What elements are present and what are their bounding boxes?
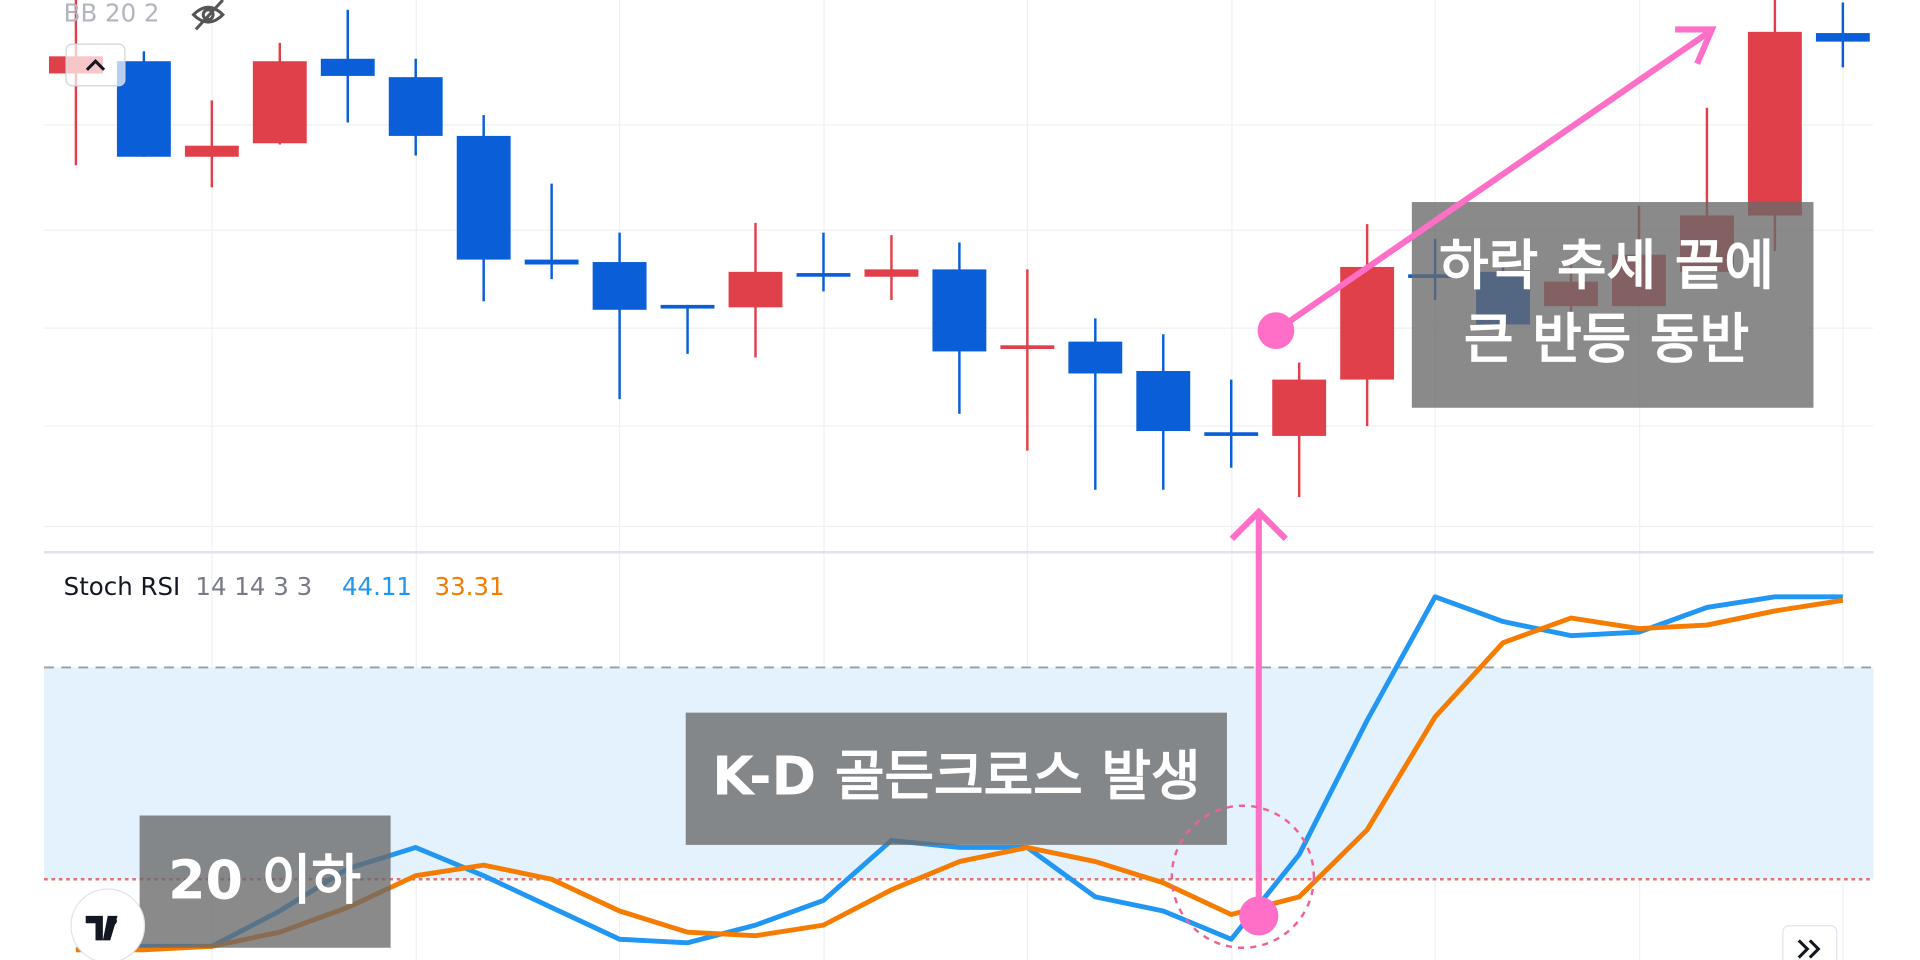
annotation-text: K-D 골든크로스 발생 (712, 745, 1200, 808)
candle-body (1340, 266, 1395, 380)
candle-body (320, 58, 375, 76)
candle-body (1204, 432, 1259, 436)
candle-body (592, 262, 647, 310)
indicator-params: 14 14 3 3 (195, 572, 312, 601)
collapse-button[interactable] (65, 43, 126, 87)
candle-body (932, 269, 987, 352)
annotation-below: 20 이하 (139, 815, 391, 948)
candle-body (1815, 33, 1870, 42)
candle-body (1000, 345, 1055, 349)
annotation-cross: K-D 골든크로스 발생 (685, 712, 1227, 845)
tv-logo[interactable] (70, 888, 146, 960)
annotation-text: 큰 반등 동반 (1464, 307, 1749, 370)
candle-body (864, 269, 919, 277)
indicator-name: Stoch RSI (64, 572, 181, 601)
candle-body (524, 259, 579, 265)
candle-body (1068, 341, 1123, 374)
candle-body (660, 304, 715, 309)
candle-body (116, 61, 171, 157)
candle-body (1136, 371, 1191, 432)
stoch-legend: Stoch RSI 14 14 3 3 44.11 33.31 (64, 572, 505, 601)
candle-body (456, 135, 511, 260)
hide-icon[interactable] (191, 0, 226, 31)
candle-body (1272, 379, 1327, 436)
d-value: 33.31 (435, 572, 505, 601)
scroll-button[interactable] (1782, 925, 1838, 960)
pink-markers (1170, 26, 1717, 949)
candle-body (728, 271, 783, 308)
candle-body (184, 145, 239, 157)
candle-body (796, 273, 851, 277)
candle-body (388, 77, 443, 136)
candle-body (1747, 31, 1802, 216)
annotation-text: 하락 추세 끝에 (1439, 234, 1774, 297)
candle-body (252, 61, 307, 144)
k-value: 44.11 (342, 572, 412, 601)
annotation-rebound: 하락 추세 끝에 큰 반등 동반 (1411, 202, 1814, 408)
annotation-text: 20 이하 (168, 849, 361, 912)
indicator-label: BB 20 2 (64, 0, 160, 28)
